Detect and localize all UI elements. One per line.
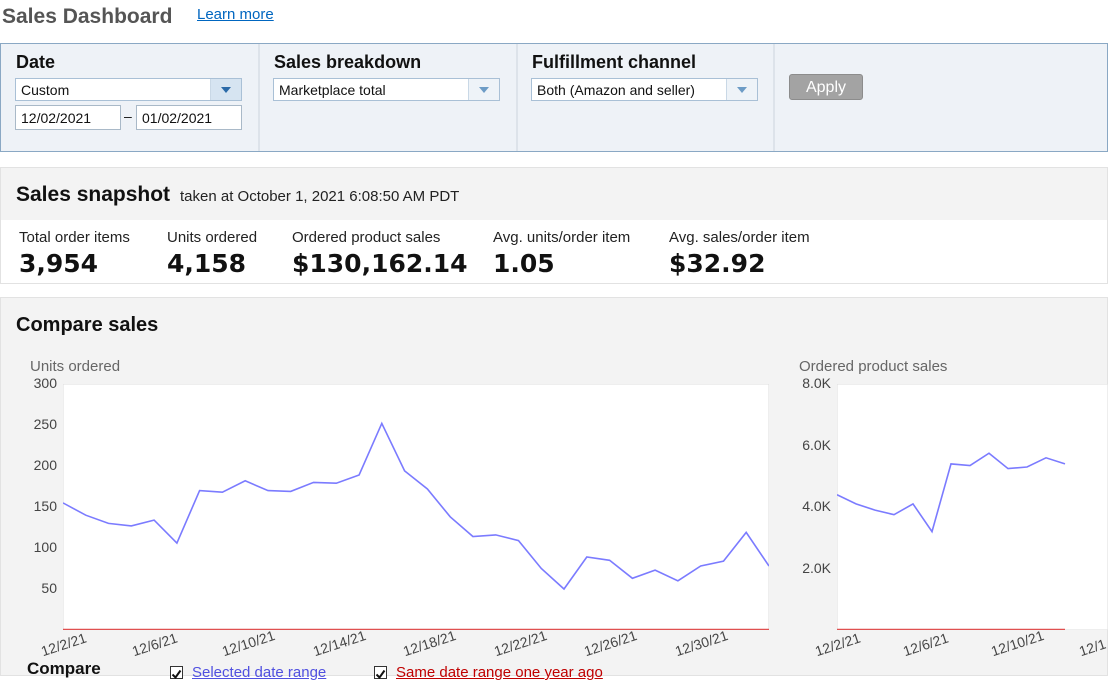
y-tick-label: 6.0K	[802, 436, 831, 453]
date-range-separator: –	[124, 108, 132, 124]
series-line-selected	[63, 421, 769, 591]
units-chart-title: Units ordered	[30, 358, 121, 375]
sales-breakdown-select[interactable]: Marketplace total	[273, 78, 500, 101]
chevron-down-icon[interactable]	[210, 79, 241, 100]
year-ago-legend[interactable]: Same date range one year ago	[396, 664, 603, 681]
check-icon	[375, 669, 386, 680]
y-tick-label: 200	[33, 457, 57, 473]
metric-value: 1.05	[493, 249, 555, 278]
chevron-down-icon[interactable]	[726, 79, 757, 100]
sales-snapshot-panel	[0, 167, 1108, 284]
date-filter-label: Date	[16, 52, 56, 72]
sales-breakdown-value: Marketplace total	[279, 82, 386, 98]
sales-chart-title: Ordered product sales	[799, 358, 948, 375]
ordered-product-sales-chart	[837, 384, 1108, 630]
y-tick-label: 300	[33, 375, 57, 391]
sales-breakdown-label: Sales breakdown	[274, 52, 422, 72]
metric-label: Units ordered	[167, 229, 258, 246]
check-icon	[171, 669, 182, 680]
snapshot-title: Sales snapshot	[16, 183, 171, 206]
y-tick-label: 2.0K	[802, 559, 831, 576]
year-ago-checkbox[interactable]	[374, 666, 387, 680]
compare-sales-title: Compare sales	[16, 314, 159, 336]
y-tick-label: 100	[33, 539, 57, 555]
fulfillment-channel-select[interactable]: Both (Amazon and seller)	[531, 78, 758, 101]
selected-range-checkbox[interactable]	[170, 666, 183, 680]
metric-value: 4,158	[167, 249, 247, 278]
start-date-input[interactable]: 12/02/2021	[15, 105, 121, 130]
series-line-selected	[837, 452, 1066, 534]
learn-more-link[interactable]: Learn more	[197, 6, 274, 23]
snapshot-timestamp: taken at October 1, 2021 6:08:50 AM PDT	[180, 188, 460, 205]
y-tick-label: 4.0K	[802, 498, 831, 514]
metric-value: $130,162.14	[292, 249, 468, 278]
chevron-down-icon[interactable]	[468, 79, 499, 100]
apply-button[interactable]: Apply	[789, 74, 863, 100]
fulfillment-channel-value: Both (Amazon and seller)	[537, 82, 695, 98]
plot-area	[63, 384, 769, 630]
date-select-value: Custom	[21, 82, 70, 98]
page-title: Sales Dashboard	[2, 5, 173, 28]
metric-label: Avg. units/order item	[493, 229, 631, 246]
date-select[interactable]: Custom	[15, 78, 242, 101]
selected-range-legend[interactable]: Selected date range	[192, 664, 327, 681]
y-tick-label: 150	[33, 498, 57, 514]
metric-label: Avg. sales/order item	[669, 229, 810, 246]
y-tick-label: 8.0K	[802, 375, 831, 391]
y-tick-label: 50	[41, 580, 57, 596]
metric-value: 3,954	[19, 249, 99, 278]
units-ordered-chart	[63, 384, 769, 630]
y-tick-label: 250	[33, 416, 57, 432]
metric-label: Total order items	[19, 229, 130, 246]
end-date-input[interactable]: 01/02/2021	[136, 105, 242, 130]
plot-area	[837, 384, 1108, 630]
metric-value: $32.92	[669, 249, 766, 278]
metric-label: Ordered product sales	[292, 229, 441, 246]
fulfillment-channel-label: Fulfillment channel	[532, 52, 697, 72]
legend-title: Compare	[27, 659, 101, 678]
